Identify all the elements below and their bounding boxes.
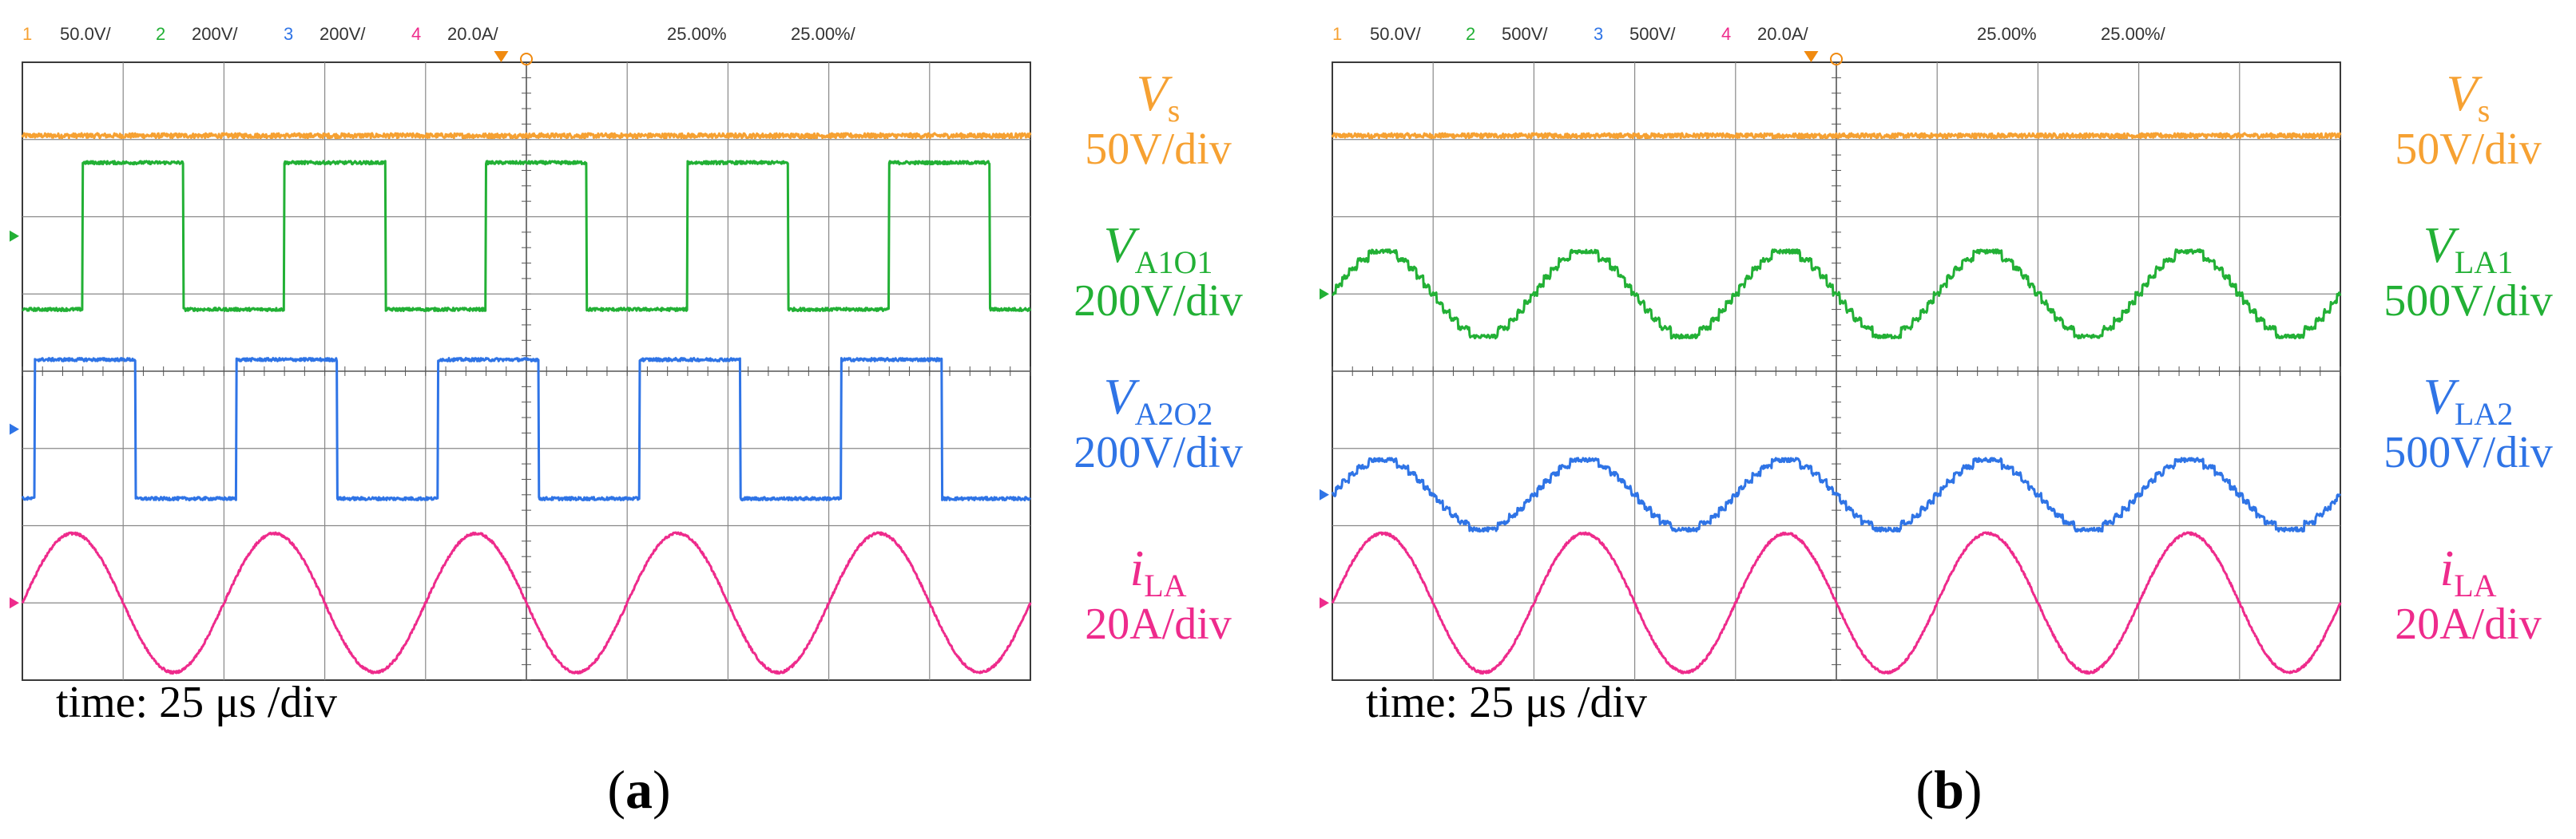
grid	[22, 61, 1031, 681]
series-scale: 200V/div	[1074, 276, 1243, 326]
scope-panel-a: 1 50.0V/ 2 200V/ 3 200V/ 4 20.0A/ 25.00%…	[0, 0, 1278, 839]
time-per-div: 25.00%/	[2101, 24, 2165, 44]
time-axis-label: time: 25 μs /div	[1366, 678, 1648, 727]
time-axis-label: time: 25 μs /div	[56, 678, 338, 727]
trigger-marker-icon	[1804, 51, 1819, 62]
series-label-vs: Vs 50V/div	[1038, 68, 1278, 172]
trace-vs	[1331, 132, 2342, 140]
series-label-va1o1: VA1O1 200V/div	[1030, 216, 1286, 326]
ch2-number: 2	[156, 24, 166, 44]
ch1-scale: 50.0V/	[1370, 24, 1421, 44]
center-marker-icon	[1830, 53, 1843, 65]
ch4-scale: 20.0A/	[1757, 24, 1808, 44]
series-label-va2o2: VA2O2 200V/div	[1030, 368, 1286, 477]
oscilloscope-grid-a	[10, 51, 1032, 681]
grid	[1332, 61, 2341, 681]
series-scale: 500V/div	[2383, 276, 2553, 326]
ch3-number: 3	[284, 24, 294, 44]
series-name: iLA	[2439, 540, 2497, 604]
scope-panel-b: 1 50.0V/ 2 500V/ 3 500V/ 4 20.0A/ 25.00%…	[1310, 0, 2576, 839]
ground-marker-icon	[1320, 489, 1329, 501]
ch1-number: 1	[1332, 24, 1343, 44]
series-label-vla2: VLA2 500V/div	[2340, 368, 2576, 477]
series-name: VA2O2	[1103, 368, 1213, 432]
trace-vs	[21, 132, 1032, 140]
trigger-marker-icon	[494, 51, 509, 62]
trace-ila	[21, 531, 1032, 675]
ground-marker-icon	[10, 597, 19, 609]
ch4-number: 4	[411, 24, 422, 44]
oscilloscope-grid-b	[1320, 51, 2342, 681]
trace-vla2	[1331, 457, 2342, 533]
panel-caption: (a)	[607, 759, 671, 820]
series-name: VA1O1	[1103, 216, 1213, 280]
series-label-vs: Vs 50V/div	[2348, 68, 2576, 172]
trigger-position: 25.00%	[1977, 24, 2037, 44]
trigger-position: 25.00%	[667, 24, 727, 44]
panel-caption: (b)	[1915, 759, 1983, 820]
series-name: Vs	[1136, 65, 1181, 129]
trace-ila	[1331, 531, 2342, 675]
series-scale: 50V/div	[2395, 125, 2542, 174]
ch2-scale: 200V/	[192, 24, 238, 44]
ground-marker-icon	[10, 423, 19, 435]
series-name: iLA	[1129, 540, 1187, 604]
ch3-scale: 500V/	[1629, 24, 1676, 44]
series-name: Vs	[2446, 65, 2491, 129]
series-scale: 20A/div	[1085, 600, 1232, 649]
ch2-number: 2	[1466, 24, 1476, 44]
ground-marker-icon	[1320, 597, 1329, 609]
ch3-scale: 200V/	[320, 24, 366, 44]
ch1-number: 1	[22, 24, 33, 44]
ground-marker-icon	[10, 230, 19, 242]
series-label-ila: iLA 20A/div	[2348, 543, 2576, 647]
ground-marker-icon	[1320, 288, 1329, 300]
ch3-number: 3	[1594, 24, 1604, 44]
trace-vla1	[1332, 248, 2342, 340]
ch4-number: 4	[1721, 24, 1732, 44]
series-name: VLA1	[2423, 216, 2514, 280]
center-marker-icon	[520, 53, 533, 65]
time-per-div: 25.00%/	[791, 24, 855, 44]
ch1-scale: 50.0V/	[60, 24, 111, 44]
series-label-vla1: VLA1 500V/div	[2340, 216, 2576, 326]
series-scale: 20A/div	[2395, 600, 2542, 649]
trace-va2o2	[21, 357, 1032, 502]
series-name: VLA2	[2423, 368, 2514, 432]
ch4-scale: 20.0A/	[447, 24, 498, 44]
series-scale: 200V/div	[1074, 428, 1243, 477]
series-label-ila: iLA 20A/div	[1038, 543, 1278, 647]
ch2-scale: 500V/	[1502, 24, 1548, 44]
trace-va1o1	[22, 160, 1032, 312]
series-scale: 500V/div	[2383, 428, 2553, 477]
series-scale: 50V/div	[1085, 125, 1232, 174]
